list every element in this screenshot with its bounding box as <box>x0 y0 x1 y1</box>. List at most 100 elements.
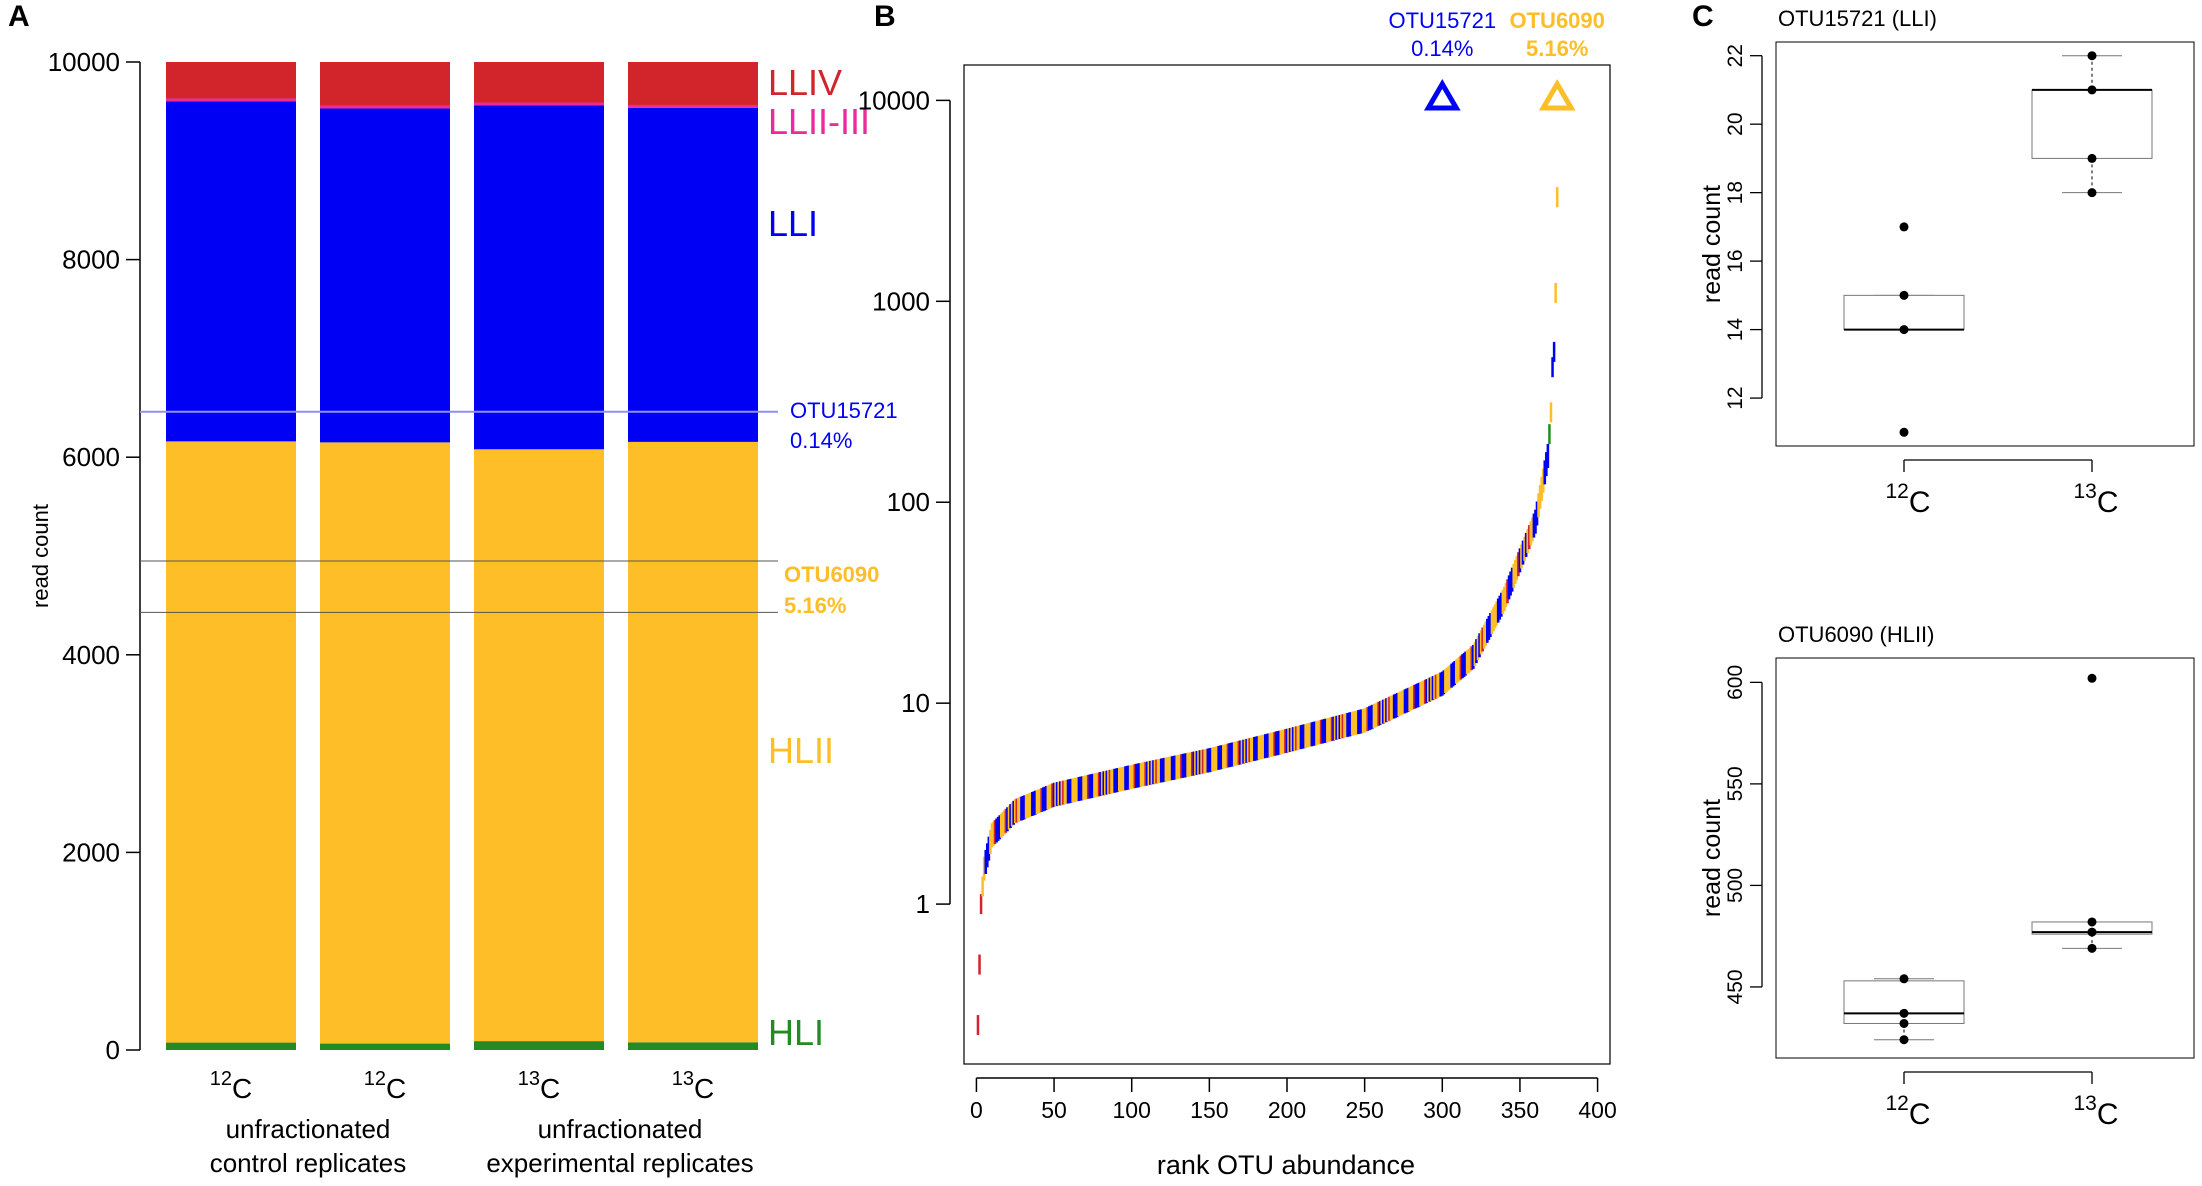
bar-segment-lliv <box>166 62 296 99</box>
bar-segment-llii-iii <box>166 98 296 102</box>
data-point <box>1899 974 1909 984</box>
series-label-llii-iii: LLII-III <box>768 101 870 142</box>
panel-c-top: OTU15721 (LLI) 12 14 16 18 20 22 read count 12C 1… <box>1698 6 2195 519</box>
bar-segment-lliv <box>320 62 450 106</box>
y-axis-title: read count <box>1698 799 1726 917</box>
y-tick-label: 10000 <box>858 85 930 115</box>
data-point <box>2087 85 2097 95</box>
bar-segment-hli <box>166 1042 296 1050</box>
otu15721-pct: 0.14% <box>790 428 852 453</box>
otu6090-pct: 5.16% <box>784 593 846 618</box>
plot-frame <box>1775 41 2195 447</box>
y-axis-title: read count <box>28 504 53 608</box>
data-point <box>2087 917 2097 927</box>
data-point <box>2087 153 2097 163</box>
y-tick-label: 8000 <box>62 245 120 275</box>
x-tick-label: 150 <box>1190 1097 1228 1123</box>
x-tick-label: 100 <box>1113 1097 1151 1123</box>
bar-segment-llii-iii <box>474 102 604 106</box>
y-tick-label: 4000 <box>62 640 120 670</box>
y-tick-label: 22 <box>1724 44 1747 67</box>
bar-segment-hlii <box>474 449 604 1042</box>
y-tick-label: 0 <box>106 1035 120 1065</box>
group-label: 12C <box>1885 480 1930 519</box>
data-point <box>1899 427 1909 437</box>
bar-segment-llii-iii <box>320 105 450 109</box>
series-label-hlii: HLII <box>768 730 834 771</box>
x-tick-label: 350 <box>1501 1097 1539 1123</box>
data-point <box>2087 51 2097 61</box>
panel-b: 0 50 100 150 200 250 300 350 400 rank OTU abundan… <box>858 8 1617 1180</box>
series-label-lli: LLI <box>768 203 818 244</box>
data-point <box>2087 188 2097 198</box>
x-tick-label: 200 <box>1268 1097 1306 1123</box>
group-label: 13C <box>2073 480 2118 519</box>
bar-segment-hlii <box>628 441 758 1043</box>
x-tick-label: 400 <box>1578 1097 1616 1123</box>
y-tick-label: 20 <box>1724 112 1747 135</box>
x-tick-label: 50 <box>1041 1097 1067 1123</box>
data-point <box>2087 943 2097 953</box>
data-point <box>1899 222 1909 232</box>
y-tick-label: 14 <box>1724 318 1747 342</box>
annotation-pct: 0.14% <box>1411 36 1473 61</box>
group-label-control-2: control replicates <box>210 1148 407 1178</box>
panel-label-a: A <box>8 0 30 33</box>
bar-segment-lli <box>320 108 450 443</box>
panel-a: 0 2000 4000 6000 8000 10000 read count 12C 12C 13… <box>28 47 898 1178</box>
panel-c-bottom: OTU6090 (HLII) 450 500 550 600 read count 12C 1… <box>1698 622 2195 1131</box>
bar-segment-lliv <box>474 62 604 103</box>
otu6090-label: OTU6090 <box>784 562 879 587</box>
data-point <box>1899 1018 1909 1028</box>
data-point <box>1899 1008 1909 1018</box>
y-tick-label: 2000 <box>62 837 120 867</box>
bar-segment-lliv <box>628 62 758 105</box>
category-label: 12C <box>210 1068 252 1104</box>
bar-segment-hli <box>628 1042 758 1050</box>
bar-segment-hlii <box>166 441 296 1043</box>
category-label: 12C <box>364 1068 406 1104</box>
x-tick-label: 250 <box>1345 1097 1383 1123</box>
panel-label-b: B <box>874 0 896 33</box>
annotation-pct: 5.16% <box>1526 36 1588 61</box>
box <box>1843 294 1965 331</box>
y-tick-label: 1 <box>916 889 930 919</box>
bar-segment-lli <box>474 105 604 450</box>
group-label: 12C <box>1885 1092 1930 1131</box>
series-label-hli: HLI <box>768 1012 824 1053</box>
data-point <box>2087 927 2097 937</box>
y-tick-label: 6000 <box>62 442 120 472</box>
data-point <box>1899 1035 1909 1045</box>
y-tick-label: 600 <box>1724 665 1747 700</box>
group-label-experimental-1: unfractionated <box>538 1114 703 1144</box>
y-tick-label: 1000 <box>872 286 930 316</box>
data-point <box>2087 673 2097 683</box>
series-label-lliv: LLIV <box>768 62 842 103</box>
data-point <box>1899 290 1909 300</box>
annotation-triangle <box>1538 79 1576 111</box>
bar-segment-hli <box>320 1043 450 1050</box>
y-tick-label: 10000 <box>48 47 120 77</box>
box <box>2031 89 2153 159</box>
y-tick-label: 12 <box>1724 386 1747 409</box>
data-point <box>1899 325 1909 335</box>
y-tick-label: 16 <box>1724 249 1747 272</box>
panel-label-c: C <box>1692 0 1714 33</box>
panel-title: OTU6090 (HLII) <box>1778 622 1935 647</box>
category-label: 13C <box>672 1068 714 1104</box>
group-label-experimental-2: experimental replicates <box>486 1148 753 1178</box>
y-tick-label: 450 <box>1724 969 1747 1004</box>
x-tick-label: 0 <box>970 1097 983 1123</box>
bar-segment-hli <box>474 1041 604 1050</box>
bar-segment-lli <box>166 101 296 442</box>
plot-frame <box>963 64 1611 1065</box>
plot-frame <box>1775 657 2195 1059</box>
group-label-control-1: unfractionated <box>226 1114 391 1144</box>
bar-segment-lli <box>628 107 758 442</box>
bar-segment-llii-iii <box>628 104 758 108</box>
annotation-label: OTU15721 <box>1388 8 1496 33</box>
group-label: 13C <box>2073 1092 2118 1131</box>
otu15721-label: OTU15721 <box>790 398 898 423</box>
